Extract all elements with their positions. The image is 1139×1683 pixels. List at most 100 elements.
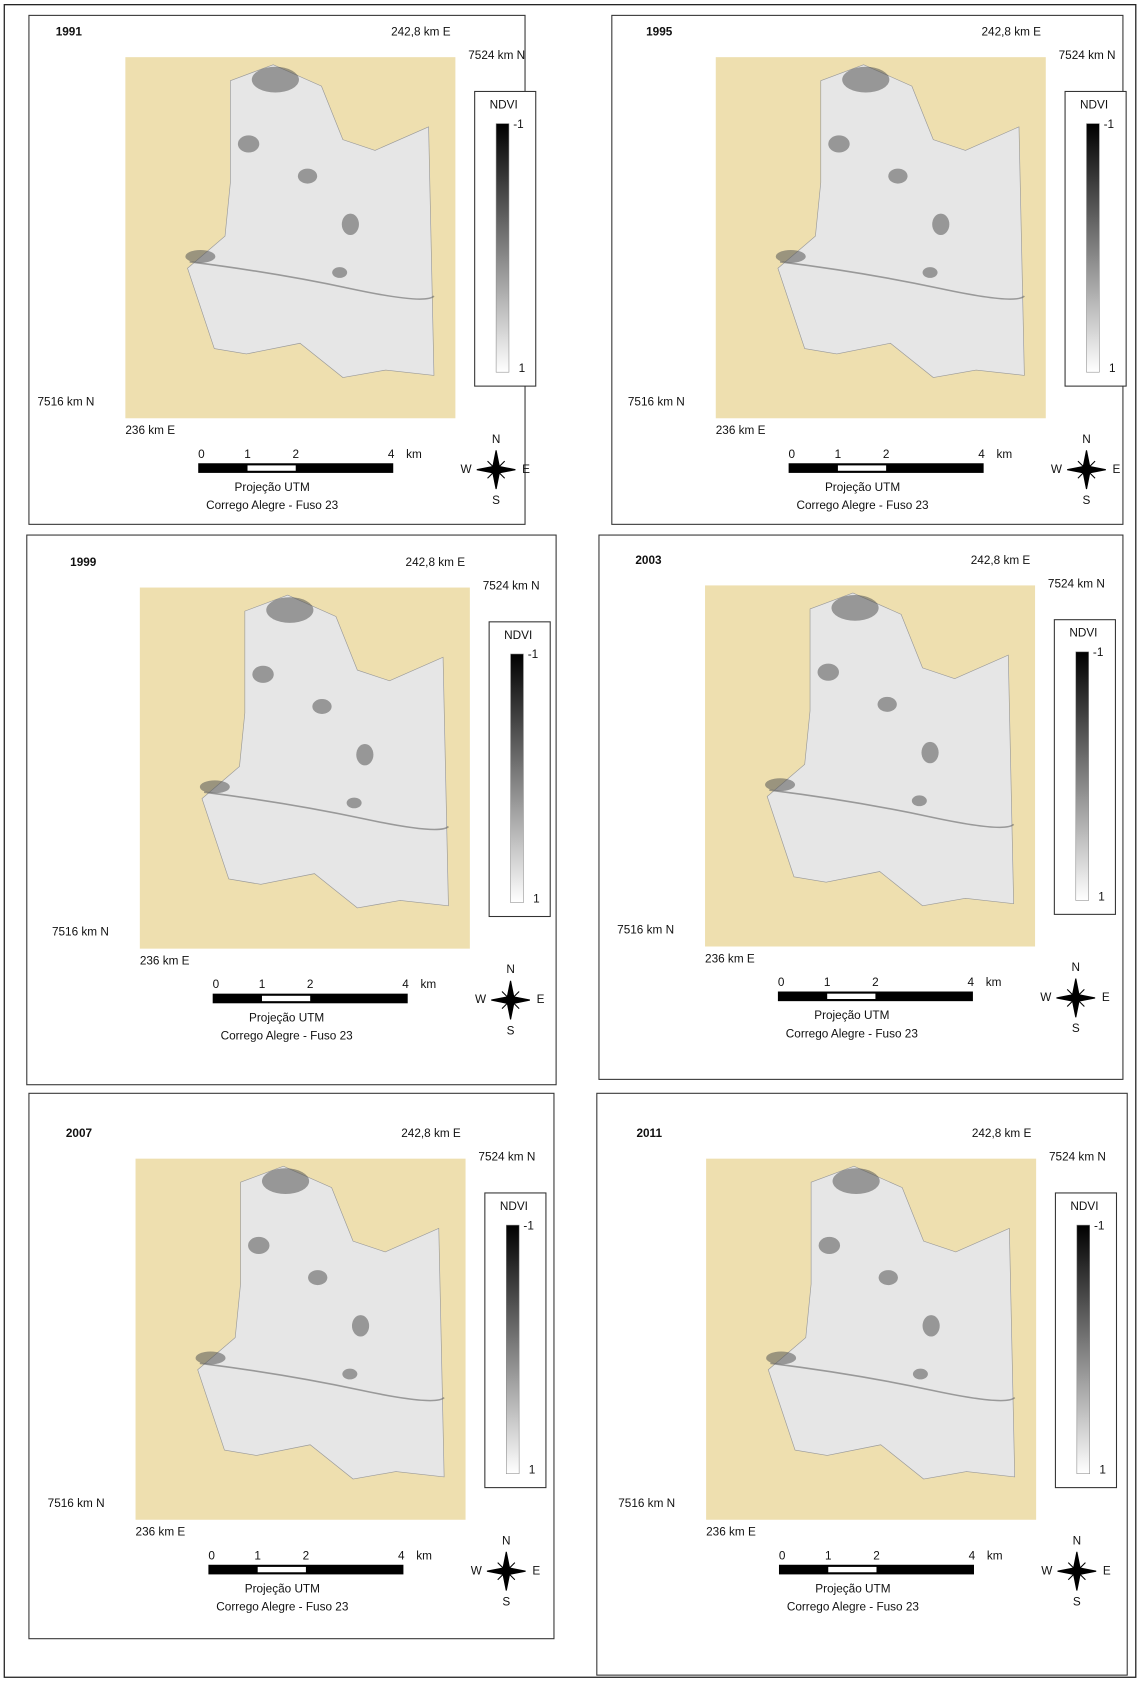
bottom-easting: 236 km E [136,1526,186,1539]
bottom-easting: 236 km E [706,1526,756,1539]
dark-patch [765,778,796,792]
compass-s: S [502,1595,510,1608]
compass-w: W [1051,463,1063,476]
left-northing: 7516 km N [52,926,109,939]
dark-patch [266,597,314,623]
dark-patch [922,267,938,278]
datum: Corrego Alegre - Fuso 23 [216,1601,349,1614]
bottom-easting: 236 km E [140,955,190,968]
legend-bottom-label: 1 [1109,362,1116,375]
datum: Corrego Alegre - Fuso 23 [221,1030,354,1043]
dark-patch [932,213,950,236]
map-panel: 1995 242,8 km E 7524 km N 7516 km N 236 km E… [611,14,1127,525]
scale-bar-outline [198,463,394,473]
dark-patch [356,743,374,766]
panel-year: 2003 [635,554,662,567]
right-northing: 7524 km N [1048,577,1105,590]
legend-top-label: -1 [1094,1219,1104,1232]
dark-patch [342,1368,358,1380]
top-easting: 242,8 km E [972,1127,1032,1140]
legend-gradient [1075,651,1089,901]
dark-patch [766,1351,797,1365]
dark-patch [842,66,890,93]
scale-label: 1 [259,978,266,991]
scale-label: 0 [198,448,205,461]
compass-rose [476,450,516,490]
legend-top-label: -1 [513,118,523,131]
scale-label: 0 [208,1549,215,1562]
dark-patch [877,696,897,712]
datum: Corrego Alegre - Fuso 23 [786,1027,919,1040]
scale-label: 1 [824,976,831,989]
compass-w: W [461,463,473,476]
top-easting: 242,8 km E [971,554,1031,567]
scale-label: 2 [307,978,314,991]
right-northing: 7524 km N [1059,49,1116,62]
dark-patch [775,250,806,263]
scale-label: 1 [835,448,842,461]
legend-bottom-label: 1 [529,1464,536,1477]
scale-label: 1 [825,1549,832,1562]
projection: Projeção UTM [825,481,900,494]
scale-bar-white [837,465,887,471]
dark-patch [251,66,299,93]
dark-patch [346,797,362,809]
legend-gradient [495,123,510,373]
map-panel: 2003 242,8 km E 7524 km N 7516 km N 236 km E… [598,534,1124,1080]
dark-patch [921,741,939,764]
dark-patch [237,135,260,153]
dark-patch [341,213,359,236]
compass-e: E [1113,463,1121,476]
scale-label: 1 [244,448,251,461]
left-northing: 7516 km N [628,395,685,408]
scale-bar-white [827,993,876,1000]
compass-s: S [492,494,500,507]
panel-year: 2007 [66,1127,93,1140]
legend-top-label: -1 [1104,118,1114,131]
river [770,1362,1016,1402]
legend-top-label: -1 [1093,646,1103,659]
projection: Projeção UTM [815,1583,890,1596]
scale-label: 4 [978,448,985,461]
legend-top-label: -1 [523,1219,533,1232]
panel-frame [598,534,1124,1080]
compass-w: W [1041,1564,1053,1577]
dark-patch [308,1270,328,1286]
river [199,1362,445,1402]
dark-patch [831,595,879,621]
compass-e: E [1102,991,1110,1004]
legend-bottom-label: 1 [1098,890,1105,903]
scale-unit: km [406,448,422,461]
scale-label: 4 [402,978,409,991]
scale-label: 0 [779,1549,786,1562]
scale-unit: km [421,978,437,991]
scale-label: 4 [969,1549,976,1562]
dark-patch [911,795,927,807]
compass-s: S [507,1024,515,1037]
dark-patch [351,1315,370,1337]
panel-content: 2007 242,8 km E 7524 km N 7516 km N 236 km E… [48,1127,547,1614]
legend-gradient [506,1224,520,1474]
legend-title: NDVI [500,1200,528,1213]
compass-n: N [506,963,514,976]
dark-patch [888,168,908,184]
compass-rose [491,980,530,1020]
dark-patch [832,1168,880,1195]
dark-patch [252,665,274,683]
panel-year: 2011 [636,1127,662,1140]
scale-unit: km [987,1549,1003,1562]
compass-e: E [1103,1564,1111,1577]
left-northing: 7516 km N [38,395,95,408]
scale-label: 1 [254,1549,261,1562]
dark-patch [828,135,850,153]
dark-patch [912,1368,928,1380]
dark-patch [185,250,216,263]
river [189,261,435,300]
compass-w: W [1040,991,1052,1004]
scale-label: 2 [873,1549,880,1562]
compass-s: S [1073,1595,1081,1608]
panel-content: 2003 242,8 km E 7524 km N 7516 km N 236 km E… [617,554,1116,1040]
map-panel: 2007 242,8 km E 7524 km N 7516 km N 236 km E… [28,1092,555,1640]
